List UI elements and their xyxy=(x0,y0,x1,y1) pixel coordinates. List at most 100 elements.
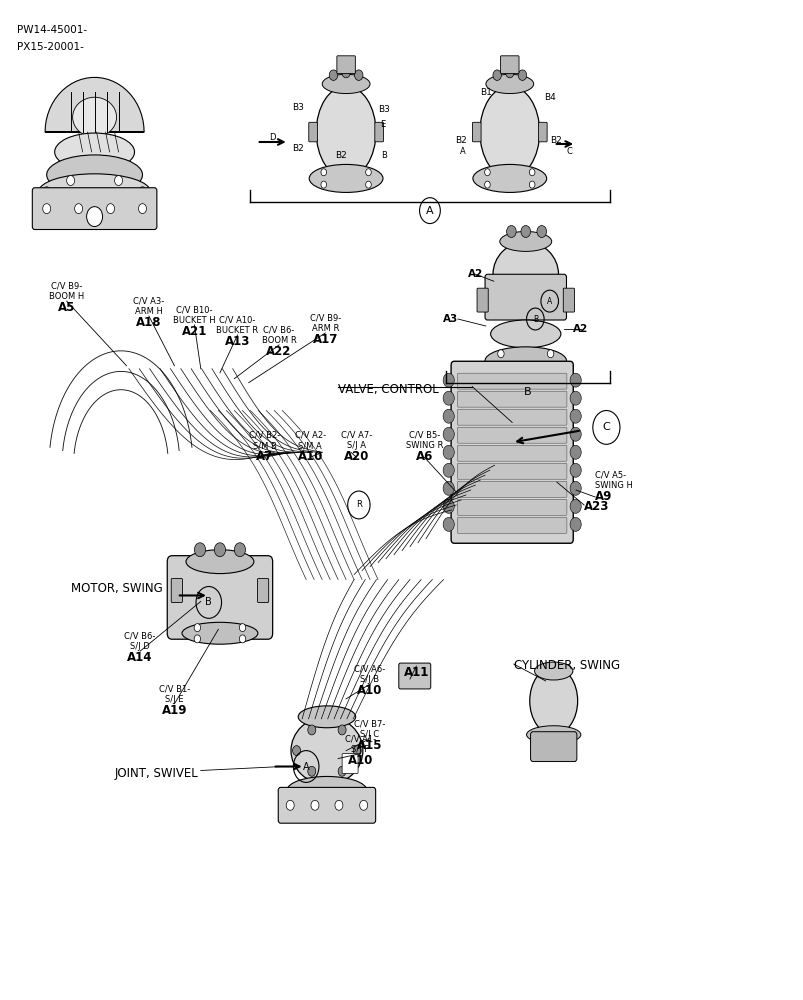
Ellipse shape xyxy=(485,74,533,94)
Circle shape xyxy=(536,226,546,237)
Text: B2: B2 xyxy=(292,144,304,153)
FancyBboxPatch shape xyxy=(342,754,357,773)
Text: A: A xyxy=(546,297,552,306)
FancyBboxPatch shape xyxy=(336,56,355,74)
Text: A7: A7 xyxy=(255,450,273,463)
FancyBboxPatch shape xyxy=(457,409,566,425)
Text: A10: A10 xyxy=(297,450,323,463)
Text: A10: A10 xyxy=(348,754,373,767)
Ellipse shape xyxy=(287,776,366,804)
Circle shape xyxy=(194,635,200,643)
Text: C: C xyxy=(601,422,609,432)
Circle shape xyxy=(569,463,581,477)
Circle shape xyxy=(528,169,534,176)
Circle shape xyxy=(239,624,246,632)
Text: A10: A10 xyxy=(357,684,382,697)
FancyBboxPatch shape xyxy=(32,188,157,230)
Text: B3: B3 xyxy=(292,103,304,112)
Circle shape xyxy=(311,800,319,810)
Text: B: B xyxy=(523,387,531,397)
Text: MOTOR, SWING: MOTOR, SWING xyxy=(71,582,162,595)
Ellipse shape xyxy=(309,164,382,192)
Circle shape xyxy=(194,543,206,557)
Circle shape xyxy=(329,70,337,80)
FancyBboxPatch shape xyxy=(530,732,576,762)
Circle shape xyxy=(114,176,122,185)
Ellipse shape xyxy=(534,662,573,680)
Circle shape xyxy=(506,226,516,237)
Ellipse shape xyxy=(181,622,258,644)
Circle shape xyxy=(114,198,122,208)
Ellipse shape xyxy=(526,726,580,744)
FancyBboxPatch shape xyxy=(500,56,519,74)
Text: R: R xyxy=(356,500,361,509)
Ellipse shape xyxy=(298,706,355,728)
Circle shape xyxy=(194,624,200,632)
Circle shape xyxy=(442,463,454,477)
FancyBboxPatch shape xyxy=(457,373,566,389)
Circle shape xyxy=(354,70,362,80)
Circle shape xyxy=(292,746,300,756)
FancyBboxPatch shape xyxy=(457,445,566,461)
Circle shape xyxy=(518,70,526,80)
Ellipse shape xyxy=(490,320,560,348)
Circle shape xyxy=(335,800,343,810)
Text: B: B xyxy=(381,151,386,160)
FancyBboxPatch shape xyxy=(538,122,547,142)
Text: CYLINDER, SWING: CYLINDER, SWING xyxy=(513,659,619,672)
Circle shape xyxy=(505,67,513,78)
Circle shape xyxy=(43,187,51,197)
Ellipse shape xyxy=(472,164,546,192)
Text: C/V B7-
S/J C: C/V B7- S/J C xyxy=(354,719,385,739)
FancyBboxPatch shape xyxy=(457,427,566,443)
FancyBboxPatch shape xyxy=(476,288,487,312)
Circle shape xyxy=(320,181,326,188)
Text: A19: A19 xyxy=(161,704,187,717)
Circle shape xyxy=(569,445,581,459)
Text: C/V A7-
S/J A: C/V A7- S/J A xyxy=(340,431,372,450)
Ellipse shape xyxy=(55,133,134,171)
FancyBboxPatch shape xyxy=(171,579,182,602)
Circle shape xyxy=(569,373,581,387)
Text: C/V A10-
BUCKET R: C/V A10- BUCKET R xyxy=(216,316,259,335)
Ellipse shape xyxy=(316,86,376,178)
Ellipse shape xyxy=(291,717,362,784)
Text: A6: A6 xyxy=(415,450,433,463)
FancyBboxPatch shape xyxy=(308,122,317,142)
Text: A22: A22 xyxy=(266,345,291,358)
Text: C/V B6-
S/J D: C/V B6- S/J D xyxy=(124,632,156,651)
Ellipse shape xyxy=(72,97,116,137)
Circle shape xyxy=(442,499,454,513)
Text: VALVE, CONTROL: VALVE, CONTROL xyxy=(338,383,438,396)
Circle shape xyxy=(353,746,361,756)
Circle shape xyxy=(67,176,75,185)
Circle shape xyxy=(442,481,454,495)
FancyBboxPatch shape xyxy=(278,787,375,823)
FancyBboxPatch shape xyxy=(457,391,566,407)
Circle shape xyxy=(341,67,350,78)
Text: C/V B2-
S/M B: C/V B2- S/M B xyxy=(249,431,280,450)
Circle shape xyxy=(239,635,246,643)
FancyBboxPatch shape xyxy=(457,481,566,497)
Text: A18: A18 xyxy=(136,316,161,329)
Circle shape xyxy=(569,499,581,513)
Text: B2: B2 xyxy=(335,151,347,160)
Circle shape xyxy=(442,427,454,441)
Circle shape xyxy=(338,725,345,735)
Circle shape xyxy=(365,169,371,176)
Text: C/V A1-
S/J F: C/V A1- S/J F xyxy=(344,734,376,754)
Circle shape xyxy=(569,517,581,531)
Ellipse shape xyxy=(47,155,142,195)
Text: A13: A13 xyxy=(225,335,250,348)
Text: C/V B1-
S/J E: C/V B1- S/J E xyxy=(159,684,190,704)
Text: B2: B2 xyxy=(549,136,561,145)
Text: B3: B3 xyxy=(378,105,390,114)
FancyBboxPatch shape xyxy=(457,517,566,533)
Ellipse shape xyxy=(529,667,577,735)
Circle shape xyxy=(547,350,553,358)
Text: C/V A5-
SWING H: C/V A5- SWING H xyxy=(594,471,632,490)
Ellipse shape xyxy=(479,86,539,178)
Text: C/V A2-
S/M A: C/V A2- S/M A xyxy=(294,431,325,450)
FancyBboxPatch shape xyxy=(257,579,268,602)
Circle shape xyxy=(365,181,371,188)
